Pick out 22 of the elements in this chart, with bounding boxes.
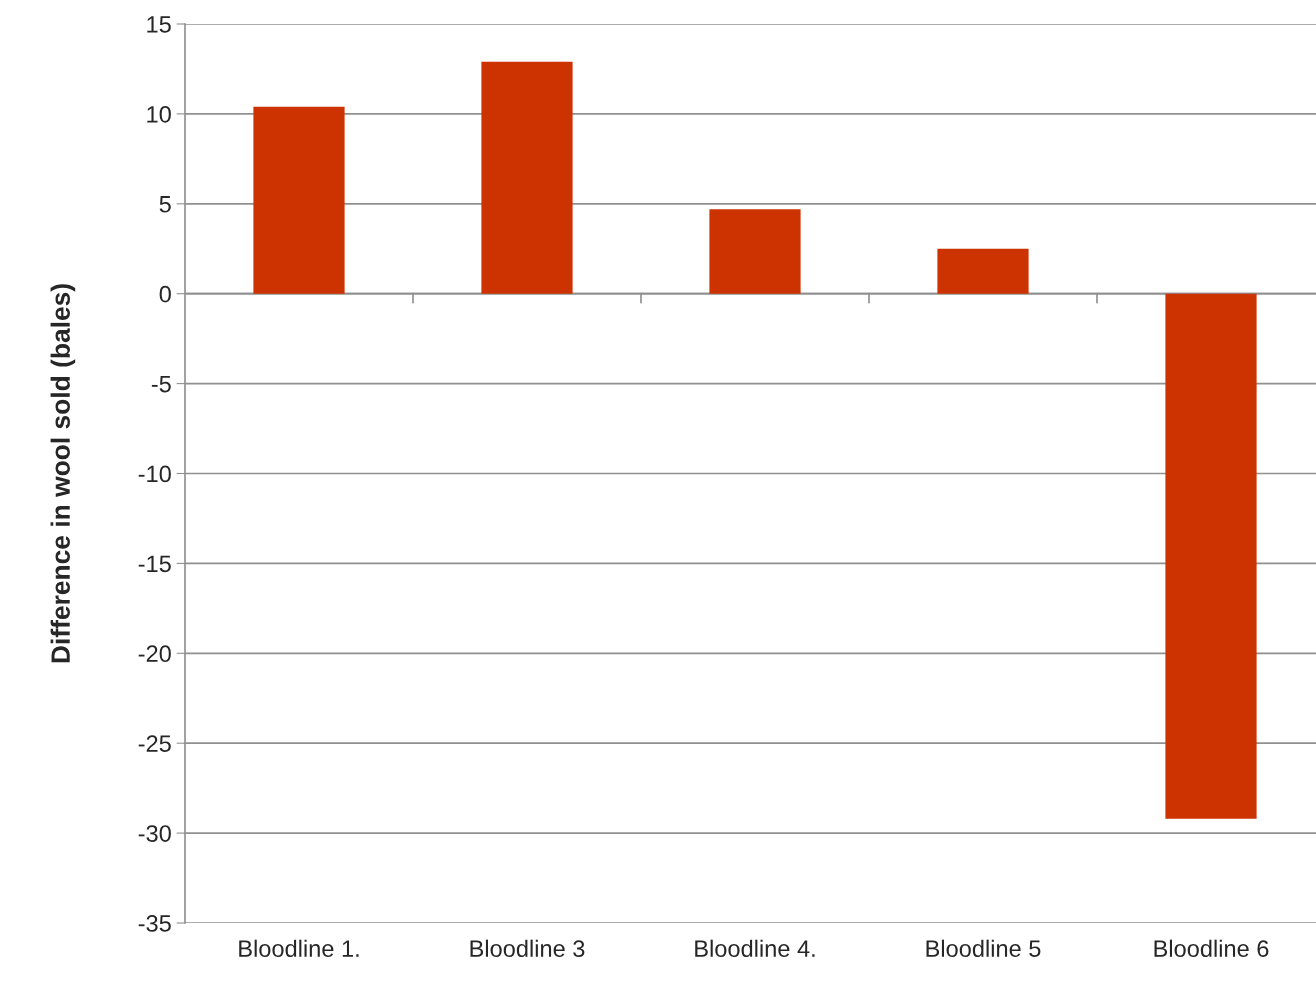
y-tick-label: -15 [138,555,171,573]
y-tick-label: -30 [138,825,171,842]
x-tick-label: Bloodline 6 [1154,939,1269,958]
bar [1165,293,1257,819]
x-tick-label: Bloodline 1. [239,939,359,958]
bar [709,209,801,294]
y-tick-label: -10 [138,465,171,483]
y-tick-label: -5 [151,375,171,393]
y-tick-label: 5 [159,196,171,213]
y-axis-title: Difference in wool sold (bales) [50,284,76,663]
bar [481,61,573,294]
x-tick-label: Bloodline 5 [926,939,1041,958]
x-tick-label: Bloodline 3 [470,939,585,958]
bar [253,106,345,294]
y-tick-label: 15 [147,16,171,33]
x-tick-label: Bloodline 4. [695,939,815,958]
y-tick-label: -25 [138,735,171,752]
y-tick-label: 0 [159,285,171,303]
bar [937,248,1029,294]
y-tick-label: -20 [138,645,171,663]
y-tick-label: 10 [147,105,171,123]
y-tick-label: -35 [138,915,171,932]
